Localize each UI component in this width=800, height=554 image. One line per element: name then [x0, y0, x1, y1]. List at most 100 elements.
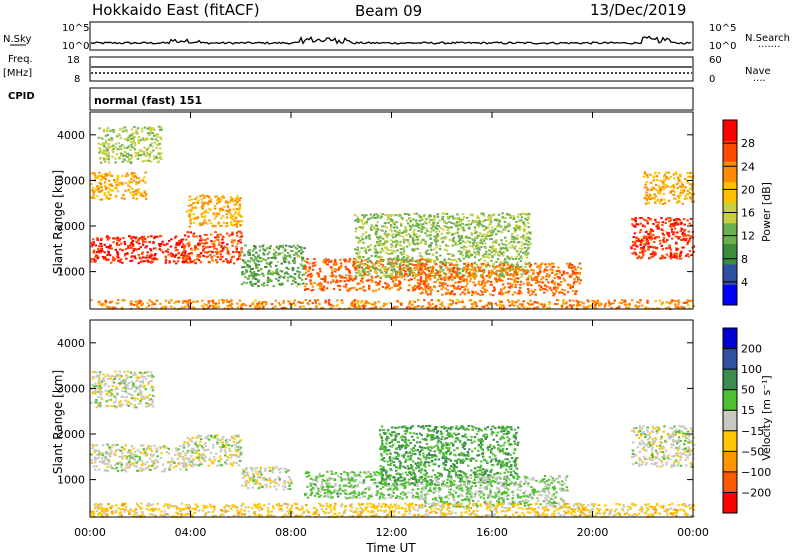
freq-label: Freq.: [8, 54, 33, 65]
power-colorbar-swatch: [723, 263, 737, 285]
power-colorbar-tick-label: 16: [741, 207, 755, 220]
velocity-ytick-label: 1000: [57, 474, 85, 487]
velocity-colorbar-label: Velocity [m s⁻¹]: [760, 375, 773, 460]
power-colorbar-swatch: [723, 161, 737, 183]
velocity-colorbar-tick-label: −50: [741, 445, 764, 458]
nsearch-label: N.Search: [745, 33, 790, 44]
power-colorbar-swatch: [723, 222, 737, 244]
power-scatter-layer: [90, 125, 696, 311]
velocity-panel: Slant Range [km] 4000 3000 2000 1000 00:00 0…: [51, 319, 773, 554]
nsky-right-tick-bottom: 10^0: [709, 41, 736, 52]
velocity-colorbar-swatch: [723, 369, 737, 391]
velocity-colorbar-swatch: [723, 451, 737, 473]
velocity-region-2: [183, 434, 243, 468]
nave-label: Nave: [745, 66, 771, 77]
power-colorbar-swatch: [723, 243, 737, 265]
cpid-value: normal (fast) 151: [94, 94, 202, 107]
velocity-colorbar-tick-label: 15: [741, 404, 755, 417]
power-region-11: [90, 299, 695, 311]
velocity-xtick-label: 08:00: [275, 526, 307, 539]
power-colorbar-swatch: [723, 181, 737, 203]
power-region-7: [354, 212, 533, 279]
velocity-colorbar-tick-label: 100: [741, 363, 762, 376]
velocity-region-4: [303, 470, 419, 500]
power-colorbar-tick-label: 28: [741, 137, 755, 150]
power-region-2: [97, 125, 163, 165]
velocity-ylabel: Slant Range [km]: [51, 370, 65, 474]
velocity-colorbar-swatch: [723, 348, 737, 370]
power-region-0: [90, 235, 187, 265]
velocity-region-3: [240, 465, 293, 491]
nsky-left-tick-top: 10^5: [62, 23, 89, 34]
velocity-xtick-label: 00:00: [677, 526, 709, 539]
power-colorbar-swatch: [723, 120, 737, 142]
velocity-colorbar-frame: [722, 327, 738, 514]
velocity-xtick-label: 04:00: [175, 526, 207, 539]
power-colorbar-tick-label: 12: [741, 230, 755, 243]
velocity-ytick-label: 4000: [57, 337, 85, 350]
velocity-ytick-label: 2000: [57, 428, 85, 441]
time-xlabel: Time UT: [365, 541, 416, 554]
velocity-colorbar-tick-label: −200: [741, 486, 771, 499]
velocity-region-0: [90, 443, 188, 473]
velocity-colorbar-tick-label: 200: [741, 343, 762, 356]
power-ytick-label: 1000: [57, 266, 85, 279]
velocity-colorbar-tick-label: −15: [741, 425, 764, 438]
velocity-colorbar-swatch: [723, 410, 737, 432]
power-region-3: [183, 230, 244, 265]
freq-left-tick-top: 18: [67, 55, 80, 66]
nsearch-legend-dots: ·······: [758, 42, 780, 53]
freq-right-tick-bottom: 0: [709, 74, 715, 85]
nsky-trace: [90, 35, 692, 45]
power-ylabel: Slant Range [km]: [51, 170, 65, 274]
power-region-10: [642, 171, 695, 205]
power-colorbar-label: Power [dB]: [760, 182, 773, 242]
velocity-colorbar-swatch: [723, 328, 737, 350]
velocity-xtick-label: 00:00: [74, 526, 106, 539]
power-ytick-label: 3000: [57, 174, 85, 187]
power-colorbar-tick-label: 8: [741, 253, 748, 266]
nsky-panel: N.Sky 10^5 10^0 10^5 10^0 N.Search ·····…: [3, 21, 790, 53]
velocity-region-7: [90, 502, 696, 519]
velocity-scatter-layer: [90, 370, 696, 519]
velocity-colorbar-tick-label: 50: [741, 384, 755, 397]
power-colorbar-tick-label: 20: [741, 183, 755, 196]
nsky-label: N.Sky: [3, 34, 31, 45]
cpid-label: CPID: [8, 91, 35, 102]
velocity-region-1: [90, 370, 156, 409]
power-colorbar-swatch: [723, 140, 737, 162]
velocity-colorbar-swatch: [723, 430, 737, 452]
station-title: Hokkaido East (fitACF): [92, 1, 260, 19]
beam-label: Beam 09: [355, 2, 422, 20]
date-label: 13/Dec/2019: [590, 1, 686, 19]
power-region-5: [240, 244, 306, 288]
freq-panel: Freq. [MHz] 18 8 60 0 Nave ····: [3, 54, 771, 87]
velocity-xtick-label: 12:00: [376, 526, 408, 539]
velocity-xtick-label: 16:00: [476, 526, 508, 539]
nave-legend-dots: ····: [753, 76, 766, 87]
cpid-panel: CPID normal (fast) 151: [8, 87, 694, 111]
velocity-ytick-label: 3000: [57, 382, 85, 395]
velocity-colorbar-swatch: [723, 389, 737, 411]
nsky-right-tick-top: 10^5: [709, 23, 736, 34]
power-colorbar-swatch: [723, 284, 737, 306]
power-colorbar-tick-label: 24: [741, 160, 755, 173]
velocity-colorbar-swatch: [723, 471, 737, 493]
velocity-colorbar-tick-label: −100: [741, 466, 771, 479]
power-region-9: [630, 216, 696, 260]
freq-right-tick-top: 60: [709, 55, 722, 66]
nsky-left-tick-bottom: 10^0: [62, 41, 89, 52]
freq-left-tick-bottom: 8: [74, 74, 80, 85]
power-ytick-label: 4000: [57, 129, 85, 142]
velocity-xtick-label: 20:00: [577, 526, 609, 539]
power-region-8: [416, 262, 583, 297]
power-region-1: [90, 171, 148, 201]
velocity-region-8: [631, 425, 696, 468]
power-ytick-label: 2000: [57, 220, 85, 233]
power-panel: Slant Range [km] 4000 3000 2000 1000 28 24 20…: [51, 111, 773, 311]
freq-unit: [MHz]: [3, 68, 32, 79]
velocity-colorbar-swatch: [723, 492, 737, 514]
power-colorbar-tick-label: 4: [741, 276, 748, 289]
power-region-4: [185, 194, 243, 228]
